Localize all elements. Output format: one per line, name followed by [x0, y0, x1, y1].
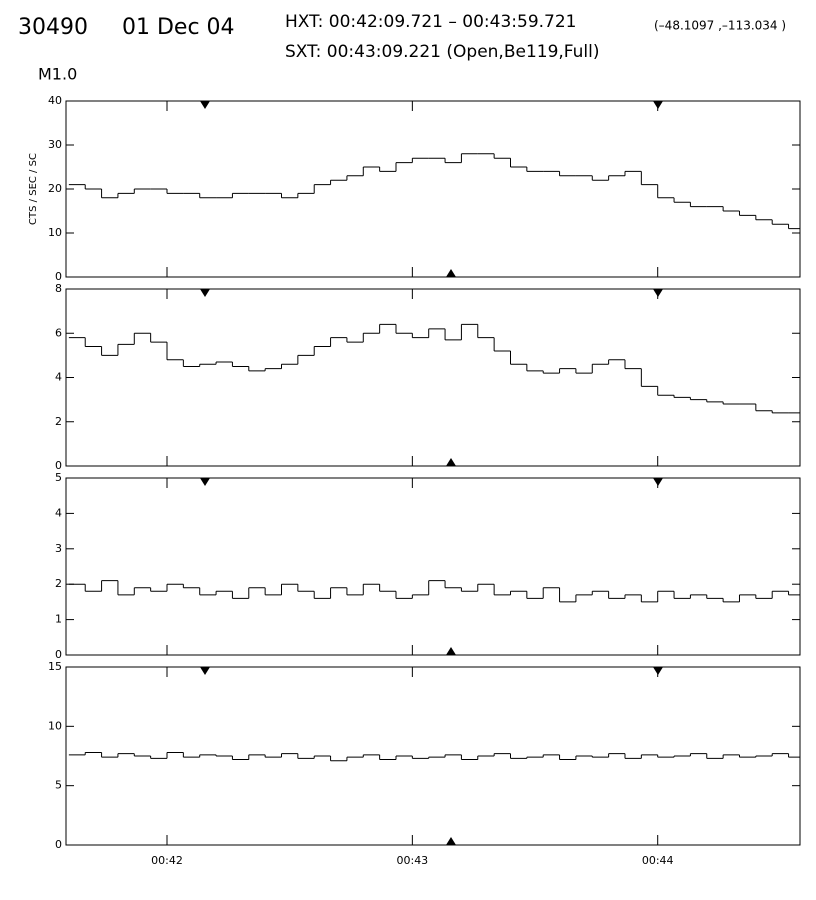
time-marker	[653, 667, 663, 675]
obs-date: 01 Dec 04	[122, 15, 235, 40]
y-tick-label: 0	[55, 459, 62, 472]
y-tick-label: 3	[55, 542, 62, 555]
time-marker	[200, 101, 210, 109]
panel-frame	[65, 288, 801, 467]
y-tick-label: 10	[48, 719, 62, 732]
time-marker	[653, 289, 663, 297]
sxt-info: SXT: 00:43:09.221 (Open,Be119,Full)	[285, 42, 600, 62]
y-tick-label: 1	[55, 613, 62, 626]
x-tick-label: 00:42	[151, 854, 183, 867]
hxt-range: HXT: 00:42:09.721 – 00:43:59.721	[285, 12, 577, 32]
time-marker	[653, 101, 663, 109]
y-tick-label: 4	[55, 506, 62, 519]
time-marker	[446, 647, 456, 655]
time-marker	[200, 667, 210, 675]
time-marker	[653, 478, 663, 486]
plot-area	[68, 323, 800, 414]
panel-frame	[65, 666, 801, 846]
y-tick-label: 4	[55, 371, 62, 384]
y-tick-label: 5	[55, 779, 62, 792]
y-tick-label: 2	[55, 577, 62, 590]
y-tick-label: 30	[48, 138, 62, 151]
y-tick-label: 15	[48, 660, 62, 673]
obs-id: 30490	[18, 15, 88, 40]
y-tick-label: 10	[48, 226, 62, 239]
time-marker	[200, 289, 210, 297]
y-tick-label: 0	[55, 838, 62, 851]
y-axis-label: CTS / SEC / SC	[28, 153, 39, 225]
y-tick-label: 20	[48, 182, 62, 195]
flare-class: M1.0	[38, 65, 77, 84]
y-tick-label: 8	[55, 282, 62, 295]
time-marker	[446, 837, 456, 845]
y-tick-label: 0	[55, 648, 62, 661]
coords: (–48.1097 ,–113.034 )	[654, 19, 786, 33]
plot-area	[68, 751, 800, 762]
x-tick-label: 00:43	[396, 854, 428, 867]
time-marker	[446, 269, 456, 277]
time-marker	[200, 478, 210, 486]
y-tick-label: 5	[55, 471, 62, 484]
panel-frame	[65, 477, 801, 656]
y-tick-label: 0	[55, 270, 62, 283]
y-tick-label: 40	[48, 94, 62, 107]
time-marker	[446, 458, 456, 466]
panel-frame	[65, 100, 801, 278]
y-tick-label: 2	[55, 415, 62, 428]
y-tick-label: 6	[55, 326, 62, 339]
x-tick-label: 00:44	[642, 854, 674, 867]
plot-area	[68, 153, 800, 230]
plot-area	[68, 580, 800, 603]
